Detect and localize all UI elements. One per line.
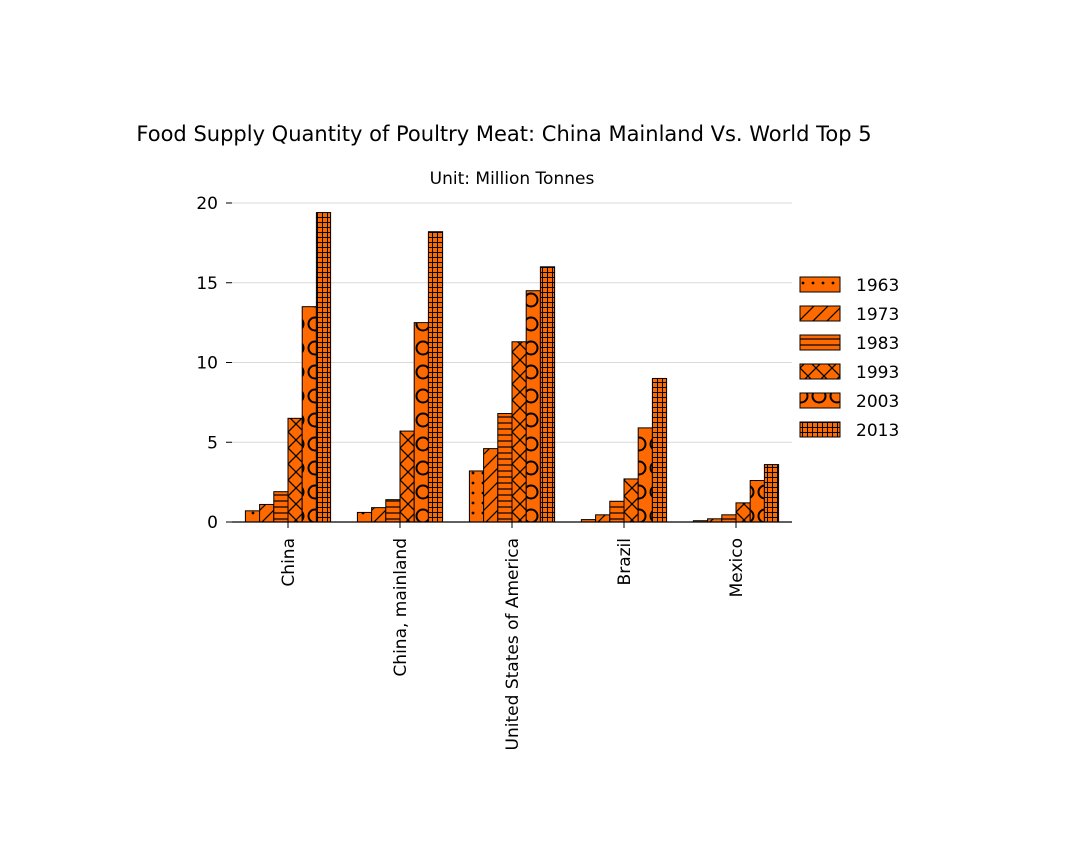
- bar-2003-3: [637, 427, 653, 523]
- bar-1983-1: [385, 499, 401, 523]
- x-axis: China China, mainland United States of Ame…: [232, 521, 792, 750]
- legend-label-1963: 1963: [856, 276, 899, 296]
- y-tick-label: 5: [207, 433, 218, 453]
- legend-swatch-2013: [799, 421, 841, 438]
- y-tick-label: 20: [196, 194, 218, 214]
- y-tick-label: 15: [196, 274, 218, 294]
- bar-1993-1: [399, 430, 415, 523]
- legend-label-1973: 1973: [856, 305, 899, 325]
- bar-1993-0: [287, 417, 303, 523]
- legend-label-2003: 2003: [856, 392, 899, 412]
- bar-2003-1: [413, 322, 429, 523]
- x-tick-label: United States of America: [503, 538, 523, 750]
- legend-swatch-1993: [799, 363, 841, 380]
- bar-1963-2: [468, 470, 485, 523]
- bar-1983-0: [273, 491, 289, 523]
- bar-2013-4: [763, 464, 780, 523]
- bars: [244, 212, 780, 523]
- legend-label-1993: 1993: [856, 363, 899, 383]
- bar-2013-3: [651, 377, 668, 523]
- y-tick-label: 10: [196, 354, 218, 374]
- bar-2003-2: [525, 290, 541, 523]
- y-tick-label: 0: [207, 513, 218, 533]
- x-tick-label: Brazil: [615, 538, 635, 585]
- bar-2003-0: [301, 306, 317, 523]
- legend-label-2013: 2013: [856, 421, 899, 441]
- x-tick-label: Mexico: [727, 538, 747, 597]
- bar-2013-1: [427, 231, 444, 523]
- chart-title: Food Supply Quantity of Poultry Meat: Ch…: [136, 122, 871, 146]
- bar-2013-0: [315, 212, 332, 523]
- bar-2013-2: [539, 266, 556, 523]
- legend-swatch-1963: [799, 276, 841, 293]
- bar-1963-0: [244, 510, 261, 523]
- y-axis: 0 5 10 15 20: [196, 194, 232, 533]
- bar-1963-1: [356, 511, 373, 523]
- bar-2003-4: [749, 480, 765, 523]
- chart-subtitle: Unit: Million Tonnes: [430, 169, 595, 189]
- bar-1983-4: [721, 514, 737, 523]
- legend-label-1983: 1983: [856, 334, 899, 354]
- legend: 1963 1973 1983 1993 2003 2013: [799, 276, 899, 441]
- bar-1973-2: [483, 448, 499, 523]
- legend-swatch-1983: [799, 334, 841, 351]
- bar-1993-4: [735, 502, 751, 523]
- bar-1983-2: [497, 413, 513, 523]
- bar-1983-3: [609, 500, 625, 523]
- x-tick-label: China: [279, 538, 299, 587]
- x-tick-label: China, mainland: [391, 538, 411, 677]
- bar-1973-0: [259, 503, 275, 523]
- bar-1973-3: [595, 514, 611, 523]
- bar-1993-2: [511, 341, 527, 523]
- bar-1973-1: [371, 507, 387, 523]
- bar-1993-3: [623, 478, 639, 523]
- legend-swatch-1973: [799, 305, 841, 322]
- legend-swatch-2003: [799, 392, 841, 409]
